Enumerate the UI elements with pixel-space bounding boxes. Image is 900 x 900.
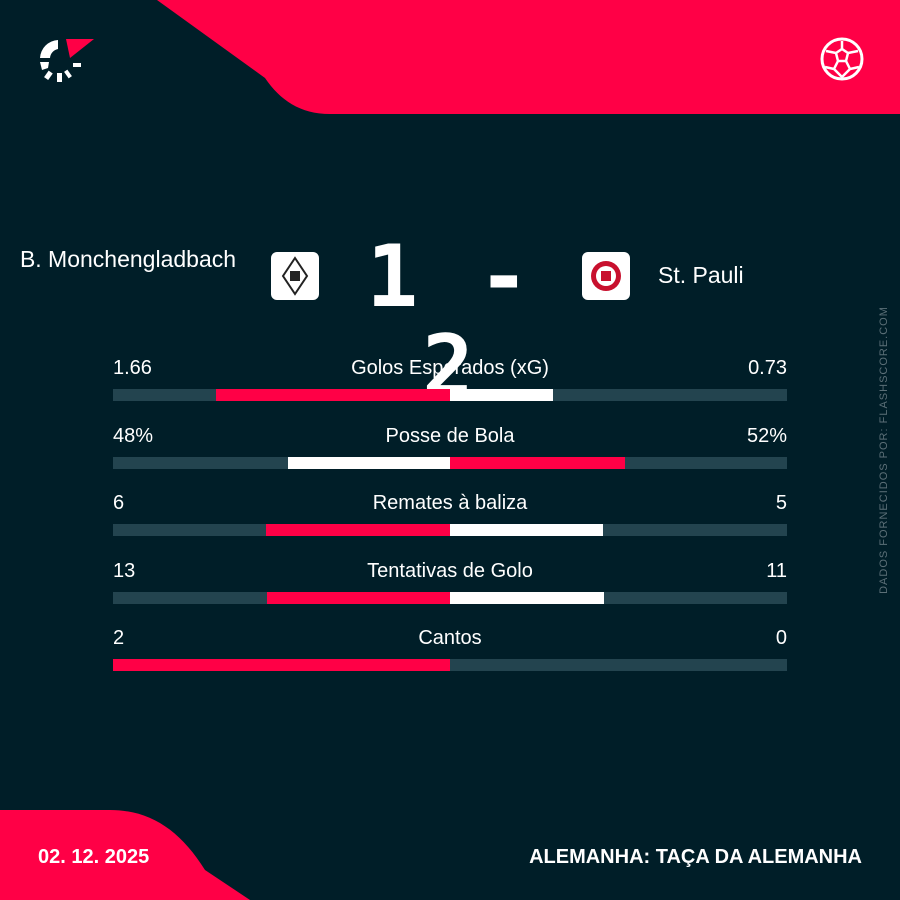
stat-bar-away-fill (450, 592, 605, 604)
stat-row: 6 Remates à baliza 5 (113, 490, 787, 540)
match-date: 02. 12. 2025 (38, 846, 150, 868)
stat-label: Golos Esperados (xG) (351, 357, 549, 379)
stat-away-value: 0 (775, 627, 787, 649)
stat-bar-away-fill (450, 389, 553, 401)
stat-row: 1.66 Golos Esperados (xG) 0.73 (113, 355, 787, 405)
stat-label: Posse de Bola (385, 425, 515, 447)
stat-away-value: 0.73 (748, 357, 787, 379)
stat-bar-away-fill (450, 457, 626, 469)
home-team-name: B. Monchengladbach (19, 246, 237, 272)
stat-away-value: 11 (766, 560, 787, 582)
soccer-ball-icon (820, 37, 864, 81)
stat-home-value: 6 (113, 492, 125, 514)
stat-label: Tentativas de Golo (367, 560, 533, 582)
stat-bar-home-fill (267, 592, 450, 604)
stat-bar-home-fill (113, 659, 450, 671)
stat-row: 2 Cantos 0 (113, 625, 787, 675)
away-team-name: St. Pauli (658, 262, 744, 288)
home-score: 1 (366, 227, 423, 327)
stat-row: 48% Posse de Bola 52% (113, 423, 787, 473)
gladbach-crest-icon (281, 256, 309, 296)
stat-bar-home-fill (215, 389, 450, 401)
stat-bar-home-fill (266, 524, 450, 536)
score-separator: - (477, 227, 534, 327)
stat-label: Remates à baliza (372, 492, 528, 514)
st-pauli-crest-icon (591, 261, 621, 291)
stat-away-value: 52% (746, 425, 787, 447)
stat-home-value: 2 (113, 627, 125, 649)
stat-bar-track (113, 524, 787, 536)
home-team-crest (271, 252, 319, 300)
footer-red-band (0, 810, 250, 900)
stat-home-value: 48% (113, 425, 154, 447)
competition-name: ALEMANHA: TAÇA DA ALEMANHA (529, 846, 862, 868)
header-red-band (157, 0, 900, 114)
flashscore-logo (40, 39, 94, 82)
stat-bar-track (113, 389, 787, 401)
scoreboard: 1 - 2 (340, 232, 560, 412)
stat-bar-track (113, 457, 787, 469)
stat-row: 13 Tentativas de Golo 11 (113, 558, 787, 608)
stat-bar-track (113, 592, 787, 604)
stat-label: Cantos (418, 627, 482, 649)
stat-bar-home-fill (288, 457, 450, 469)
stat-home-value: 1.66 (113, 357, 152, 379)
stat-bar-away-fill (450, 524, 604, 536)
away-team-crest (582, 252, 630, 300)
stat-away-value: 5 (775, 492, 787, 514)
stat-bar-track (113, 659, 787, 671)
stat-home-value: 13 (113, 560, 136, 582)
data-source-credit: DADOS FORNECIDOS POR: FLASHSCORE.COM (878, 306, 890, 594)
